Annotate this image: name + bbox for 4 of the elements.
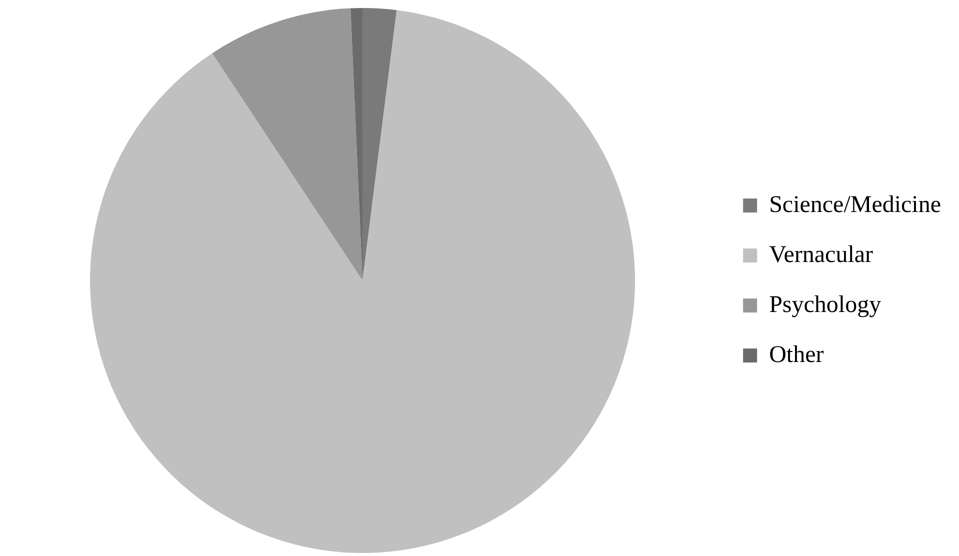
legend-label: Psychology (769, 292, 882, 318)
legend-label: Other (769, 342, 824, 368)
legend-label: Vernacular (769, 242, 874, 268)
legend-label: Science/Medicine (769, 192, 942, 218)
